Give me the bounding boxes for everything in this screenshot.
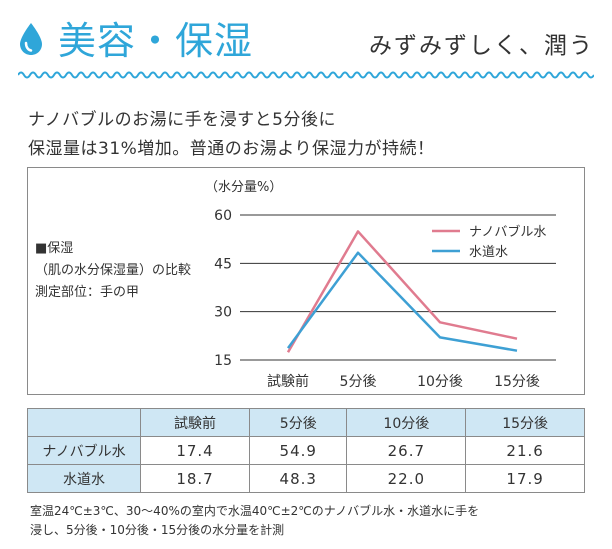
y-tick-labels: 60 45 30 15 [214, 208, 232, 369]
table-cell: 17.4 [139, 436, 251, 465]
series-lines [286, 230, 518, 353]
page-title: 美容・保湿 [58, 19, 254, 63]
y-tick-label: 45 [214, 256, 232, 272]
table-corner [27, 408, 141, 437]
table-cell: 21.6 [465, 436, 585, 465]
table-cell: 26.7 [346, 436, 467, 465]
y-axis-label: （水分量%） [205, 180, 282, 195]
x-tick-label: 試験前 [267, 373, 309, 390]
intro-text: ナノバブルのお湯に手を浸すと5分後に 保湿量は31%増加。普通のお湯より保湿力が… [28, 106, 434, 164]
table-col-header: 10分後 [346, 408, 467, 437]
table-col-header: 5分後 [249, 408, 348, 437]
legend-label: ナノバブル水 [469, 224, 546, 240]
data-table: 試験前 5分後 10分後 15分後 ナノバブル水 17.4 54.9 26.7 … [27, 408, 585, 493]
chart-description: ■保湿 （肌の水分保湿量）の比較 測定部位：手の甲 [35, 238, 191, 304]
chart-frame [27, 167, 585, 395]
table-col-header: 15分後 [465, 408, 585, 437]
header: 美容・保湿 みずみずしく、潤う [18, 8, 598, 64]
chart-description-title: ■保湿 [35, 241, 74, 256]
table-header-row: 試験前 5分後 10分後 15分後 [27, 408, 585, 437]
x-tick-labels: 試験前 5分後 10分後 15分後 [267, 373, 540, 390]
table-cell: 22.0 [346, 464, 467, 493]
series-line-nanobubble [286, 230, 518, 353]
table-row: 水道水 18.7 48.3 22.0 17.9 [27, 464, 585, 493]
legend-label: 水道水 [469, 245, 508, 260]
y-tick-label: 30 [214, 305, 232, 321]
grid-lines [240, 214, 556, 361]
water-drop-icon [20, 23, 42, 55]
table-cell: 17.9 [465, 464, 585, 493]
series-line-tap-water [286, 251, 518, 352]
footnote-line-1: 室温24℃±3℃、30〜40%の室内で水温40℃±2℃のナノバブル水・水道水に手… [30, 504, 480, 518]
table-row: ナノバブル水 17.4 54.9 26.7 21.6 [27, 436, 585, 465]
wave-divider [18, 71, 594, 79]
table-cell: 48.3 [249, 464, 348, 493]
x-tick-label: 15分後 [494, 374, 540, 390]
x-tick-label: 5分後 [340, 374, 377, 390]
footnote: 室温24℃±3℃、30〜40%の室内で水温40℃±2℃のナノバブル水・水道水に手… [30, 502, 479, 540]
x-tick-label: 10分後 [417, 374, 463, 390]
intro-line-2: 保湿量は31%増加。普通のお湯より保湿力が持続！ [28, 139, 435, 159]
y-tick-label: 15 [214, 353, 232, 369]
chart-description-site: 測定部位：手の甲 [35, 285, 140, 300]
y-tick-label: 60 [214, 208, 232, 224]
table-col-header: 試験前 [139, 408, 251, 437]
table-row-label: 水道水 [27, 464, 141, 493]
table-row-label: ナノバブル水 [27, 436, 141, 465]
intro-line-1: ナノバブルのお湯に手を浸すと5分後に [28, 110, 336, 130]
chart-description-detail: （肌の水分保湿量）の比較 [35, 263, 192, 278]
table-cell: 18.7 [139, 464, 251, 493]
page-subtitle: みずみずしく、潤う [369, 33, 594, 59]
footnote-line-2: 浸し、5分後・10分後・15分後の水分量を計測 [30, 523, 285, 537]
table-cell: 54.9 [249, 436, 348, 465]
